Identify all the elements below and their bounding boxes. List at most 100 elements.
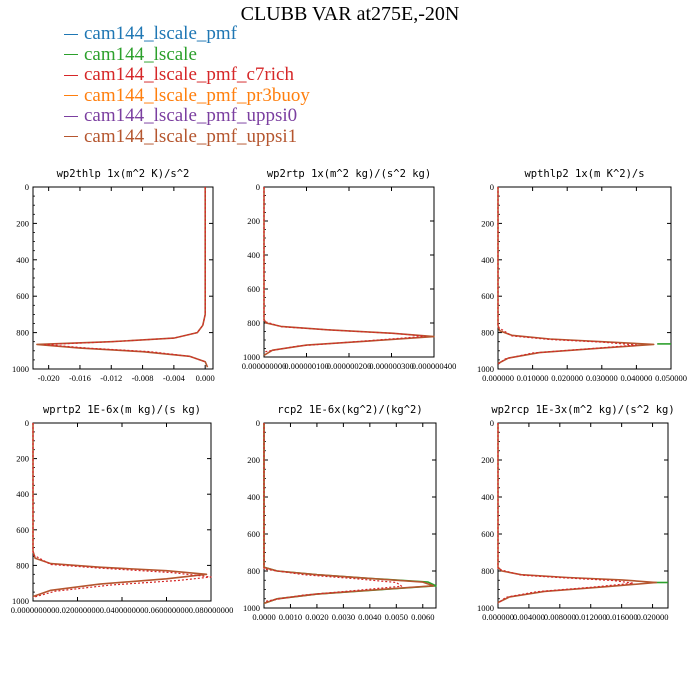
x-tick-label: -0.004 xyxy=(163,373,186,383)
y-tick-label: 0 xyxy=(256,182,260,192)
x-tick-label: 0.0060 xyxy=(411,612,434,622)
y-tick-label: 600 xyxy=(247,529,260,539)
chart-panel: rcp2 1E-6x(kg^2)/(kg^2) 0 200 400 600 800 1000… xyxy=(243,404,437,622)
series-line xyxy=(497,423,634,604)
series-line xyxy=(497,187,638,365)
y-tick-label: 400 xyxy=(247,250,260,260)
series-line xyxy=(32,423,208,598)
x-tick-label: 0.004000 xyxy=(513,612,545,622)
x-tick-label: 0.0040 xyxy=(358,612,381,622)
x-tick-label: 0.000000 xyxy=(482,612,514,622)
panel-title: wprtp2 1E-6x(m kg)/(s kg) xyxy=(43,404,201,416)
y-tick-label: 800 xyxy=(16,560,29,570)
y-tick-label: 200 xyxy=(247,216,260,226)
y-tick-label: 0 xyxy=(25,418,29,428)
y-tick-label: 600 xyxy=(481,529,494,539)
chart-panel: wprtp2 1E-6x(m kg)/(s kg) 0 200 400 600 800 10… xyxy=(11,404,234,615)
series-line xyxy=(263,423,435,605)
legend-label: cam144_lscale_pmf_uppsi1 xyxy=(84,125,298,147)
legend-label: cam144_lscale_pmf_c7rich xyxy=(84,64,294,86)
series-line xyxy=(44,187,206,363)
panel-title: rcp2 1E-6x(kg^2)/(kg^2) xyxy=(277,404,422,416)
series-line xyxy=(36,187,209,368)
x-tick-label: 0.000000200 xyxy=(327,361,372,371)
x-tick-label: 0.010000 xyxy=(517,373,549,383)
y-tick-label: 200 xyxy=(481,218,494,228)
y-tick-label: 400 xyxy=(16,255,29,265)
x-tick-label: 0.000000400 xyxy=(412,361,457,371)
y-tick-label: 800 xyxy=(481,328,494,338)
page-title: CLUBB VAR at275E,-20N xyxy=(240,3,460,25)
panel-title: wpthlp2 1x(m K^2)/s xyxy=(524,168,644,180)
y-tick-label: 200 xyxy=(247,455,260,465)
x-tick-label: 0.000000100 xyxy=(284,361,329,371)
legend-swatch xyxy=(64,54,78,56)
x-tick-label: 0.008000 xyxy=(544,612,576,622)
x-tick-label: 0.0020 xyxy=(305,612,328,622)
x-tick-label: 0.040000 xyxy=(620,373,652,383)
legend-item: cam144_lscale_pmf_pr3buoy xyxy=(64,85,310,107)
y-tick-label: 1000 xyxy=(477,364,494,374)
x-tick-label: 0.0010 xyxy=(279,612,302,622)
x-tick-label: 0.0000 xyxy=(252,612,275,622)
y-tick-label: 800 xyxy=(481,566,494,576)
y-tick-label: 1000 xyxy=(12,364,29,374)
y-tick-label: 800 xyxy=(247,566,260,576)
series-line xyxy=(32,423,212,598)
x-tick-label: -0.016 xyxy=(69,373,91,383)
x-tick-label: 0.000000000 xyxy=(11,605,56,615)
x-tick-label: 0.012000 xyxy=(575,612,607,622)
legend-swatch xyxy=(64,136,78,138)
y-tick-label: 200 xyxy=(16,218,29,228)
y-tick-label: 800 xyxy=(16,328,29,338)
x-tick-label: 0.000000000 xyxy=(242,361,287,371)
y-tick-label: 400 xyxy=(481,492,494,502)
y-tick-label: 0 xyxy=(490,418,494,428)
x-tick-label: 0.030000 xyxy=(586,373,618,383)
y-tick-label: 600 xyxy=(481,291,494,301)
y-tick-label: 0 xyxy=(490,182,494,192)
y-tick-label: 200 xyxy=(16,454,29,464)
x-tick-label: 0.050000 xyxy=(655,373,687,383)
x-tick-label: 0.000000 xyxy=(482,373,514,383)
y-tick-label: 0 xyxy=(256,418,260,428)
y-tick-label: 1000 xyxy=(243,352,260,362)
plot-frame xyxy=(497,422,669,609)
legend-item: cam144_lscale_pmf xyxy=(64,23,310,45)
x-tick-label: 0.040000000 xyxy=(100,605,145,615)
chart-panel: wp2rtp 1x(m^2 kg)/(s^2 kg) 0 200 400 600 800 1… xyxy=(242,168,457,371)
x-tick-label: 0.016000 xyxy=(606,612,638,622)
x-tick-label: 0.020000 xyxy=(551,373,583,383)
x-tick-label: 0.000 xyxy=(196,373,215,383)
legend-swatch xyxy=(64,74,78,76)
legend-swatch xyxy=(64,33,78,35)
y-tick-label: 400 xyxy=(247,492,260,502)
series-line xyxy=(263,187,427,353)
y-tick-label: 1000 xyxy=(243,603,260,613)
legend-swatch xyxy=(64,95,78,97)
legend-item: cam144_lscale_pmf_c7rich xyxy=(64,64,310,86)
legend-item: cam144_lscale xyxy=(64,43,310,66)
legend-item: cam144_lscale_pmf_uppsi1 xyxy=(64,125,310,148)
x-tick-label: 0.0030 xyxy=(332,612,355,622)
legend: cam144_lscale_pmf cam144_lscale cam144_l… xyxy=(64,23,310,148)
series-line xyxy=(497,423,658,604)
y-tick-label: 200 xyxy=(481,455,494,465)
series-line xyxy=(263,187,435,356)
x-tick-label: -0.008 xyxy=(132,373,154,383)
x-tick-label: 0.020000000 xyxy=(55,605,100,615)
y-tick-label: 600 xyxy=(16,525,29,535)
y-tick-label: 400 xyxy=(481,255,494,265)
x-tick-label: 0.080000000 xyxy=(189,605,234,615)
x-tick-label: 0.020000 xyxy=(637,612,669,622)
y-tick-label: 0 xyxy=(25,182,29,192)
panel-title: wp2thlp 1x(m^2 K)/s^2 xyxy=(57,168,190,180)
y-tick-label: 600 xyxy=(16,291,29,301)
series-line xyxy=(497,187,655,365)
x-tick-label: 0.000000300 xyxy=(369,361,414,371)
y-tick-label: 400 xyxy=(16,489,29,499)
chart-panel: wp2rcp 1E-3x(m^2 kg)/(s^2 kg) 0 200 400 600 8… xyxy=(477,404,675,622)
panel-title: wp2rcp 1E-3x(m^2 kg)/(s^2 kg) xyxy=(491,404,674,416)
legend-label: cam144_lscale xyxy=(84,43,197,65)
